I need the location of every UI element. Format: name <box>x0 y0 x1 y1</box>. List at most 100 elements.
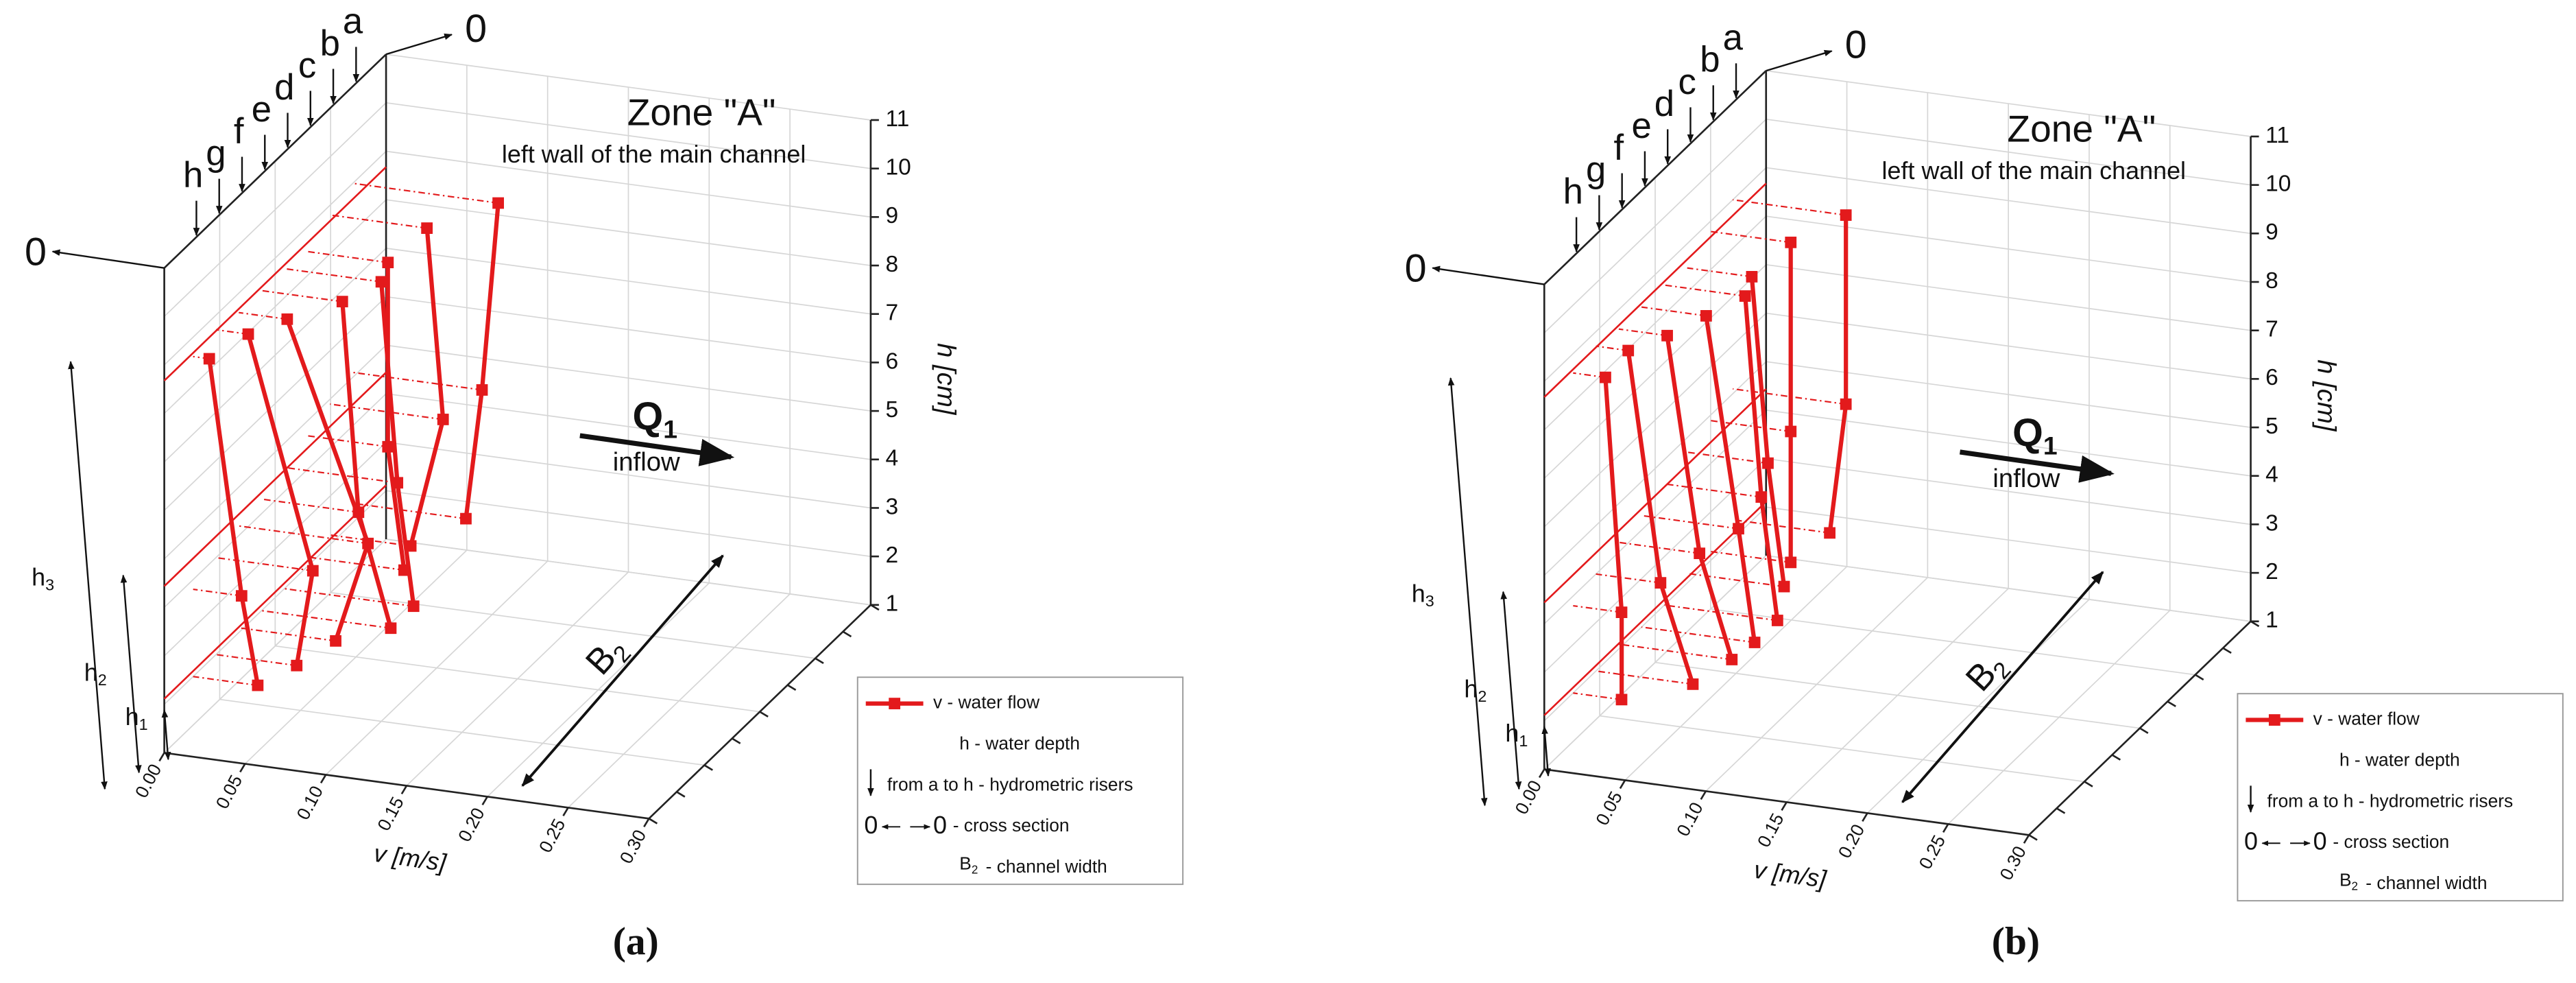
flow-symbol-subscript: 1 <box>2043 431 2058 460</box>
legend-symbol-subscript: 2 <box>972 862 978 876</box>
legend-symbol: B2 <box>959 853 978 875</box>
depth-arrow <box>161 709 171 761</box>
legend-symbol-subscript: 2 <box>2352 879 2359 892</box>
guide-line <box>1641 514 1739 530</box>
guide-line <box>352 182 498 204</box>
y-tick-label: 7 <box>2265 317 2278 342</box>
legend-symbol-symbol: B <box>959 853 972 873</box>
guide-line <box>1618 541 1700 554</box>
guide-line <box>215 654 297 667</box>
riser-label: a <box>1723 18 1744 58</box>
chart-subtitle: left wall of the main channel <box>502 140 806 168</box>
depth-arrow <box>1541 725 1551 777</box>
grid-line <box>1543 555 1767 770</box>
guide-line <box>352 502 466 520</box>
guide-line <box>239 627 336 642</box>
y-tick-label: 10 <box>885 155 911 180</box>
guide-line <box>193 676 258 687</box>
profile-point <box>1700 310 1712 322</box>
depth-tick <box>2195 674 2204 680</box>
x-tick <box>481 796 488 806</box>
guide-line <box>215 556 313 572</box>
grid-line <box>1543 361 1767 576</box>
profile-point <box>330 635 341 647</box>
chart-title: Zone "A" <box>627 91 776 133</box>
grid-line <box>164 490 387 705</box>
section-arrow <box>51 249 165 269</box>
riser-label: g <box>206 133 226 174</box>
legend-text: v - water flow <box>933 692 1040 713</box>
depth-tick <box>786 684 797 691</box>
section-end: 0 <box>465 7 487 51</box>
guide-line <box>1687 572 1785 588</box>
depth-tick <box>2056 807 2066 814</box>
depth-tick <box>870 604 880 611</box>
profile-point <box>306 565 319 577</box>
y-tick-label: 3 <box>2265 510 2278 536</box>
grid-line <box>164 102 387 317</box>
flow-symbol-symbol: Q <box>632 394 663 438</box>
profile-point <box>242 328 254 340</box>
guide-line <box>1573 692 1622 700</box>
y-tick-label: 4 <box>885 446 898 471</box>
section-end: 0 <box>25 230 47 274</box>
depth-label-subscript: 3 <box>45 576 54 593</box>
depth-label: h3 <box>32 562 54 593</box>
wall-level-line <box>163 484 387 700</box>
guide-line <box>284 466 398 484</box>
section-arrow <box>1766 49 1833 72</box>
x-tick <box>1619 779 1626 790</box>
wall-level-line <box>1543 182 1767 398</box>
profile-point <box>437 414 449 425</box>
legend-box <box>2237 693 2564 902</box>
depth-tick <box>2028 834 2038 841</box>
wall-level-line <box>1543 501 1767 716</box>
profile-point <box>1661 329 1673 342</box>
grid-line <box>1543 312 1767 528</box>
profile-point <box>1840 398 1852 410</box>
riser-label: d <box>274 67 294 108</box>
grid-line <box>164 442 387 656</box>
profile-point <box>1622 344 1635 357</box>
profile-point <box>281 313 293 325</box>
grid-line <box>1543 119 1767 333</box>
profile-point <box>1726 654 1738 665</box>
profile-point <box>362 537 374 549</box>
width-arrow <box>521 554 724 787</box>
chart-title: Zone "A" <box>2007 107 2156 150</box>
legend-symbol-symbol: B <box>2339 869 2352 890</box>
grid-line <box>164 296 387 511</box>
x-tick <box>643 818 650 827</box>
profile-point <box>1785 556 1797 569</box>
riser-label: d <box>1654 84 1674 124</box>
depth-label: h3 <box>1412 579 1434 610</box>
profile-point <box>235 590 248 602</box>
grid-line <box>1543 506 1767 722</box>
depth-label-symbol: h <box>32 562 45 591</box>
y-tick-label: 10 <box>2265 171 2291 196</box>
profile-point <box>291 659 303 672</box>
grid-line <box>164 538 387 754</box>
y-tick-label: 1 <box>2265 608 2278 633</box>
legend-text: from a to h - hydrometric risers <box>887 774 1133 794</box>
guide-line <box>330 214 427 229</box>
profile-point <box>382 440 394 453</box>
y-tick-label: 1 <box>885 591 898 617</box>
profile-point <box>1785 425 1797 438</box>
grid-line <box>1543 264 1767 479</box>
profile-point <box>1739 290 1751 302</box>
profile-point <box>1600 371 1611 383</box>
y-tick-label: 2 <box>885 543 898 568</box>
legend-marker <box>2268 714 2280 726</box>
depth-tick <box>648 818 658 825</box>
riser-label: g <box>1586 150 1606 190</box>
guide-line <box>1709 230 1791 244</box>
x-tick <box>239 763 246 773</box>
riser-label: a <box>343 1 363 42</box>
guide-line <box>1709 419 1791 433</box>
legend-text: - cross section <box>2333 831 2449 852</box>
